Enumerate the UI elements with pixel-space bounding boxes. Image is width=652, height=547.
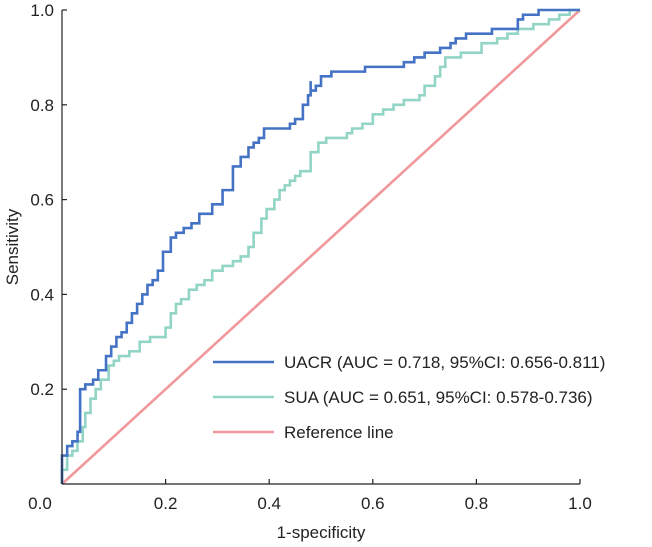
y-tick-label: 0.4 (30, 285, 54, 304)
legend-label-sua: SUA (AUC = 0.651, 95%CI: 0.578-0.736) (284, 388, 593, 407)
plot-area (60, 8, 581, 485)
y-tick-label: 0.8 (30, 96, 54, 115)
x-ticks: 0.0 0.2 0.4 0.6 0.8 1.0 (28, 479, 592, 513)
y-tick-label: 0.2 (30, 380, 54, 399)
reference-line (61, 9, 581, 485)
x-tick-label: 0.6 (361, 494, 385, 513)
x-axis-title: 1-specificity (277, 523, 366, 542)
y-ticks: 0.2 0.4 0.6 0.8 1.0 (30, 1, 67, 399)
x-tick-label: 0.8 (465, 494, 489, 513)
x-tick-label: 0.0 (28, 494, 52, 513)
legend-label-uacr: UACR (AUC = 0.718, 95%CI: 0.656-0.811) (284, 353, 605, 372)
y-axis-title: Sensitivity (3, 208, 22, 285)
sua-curve (60, 8, 580, 484)
axes (61, 10, 580, 485)
x-tick-label: 0.4 (257, 494, 281, 513)
x-tick-label: 1.0 (568, 494, 592, 513)
uacr-curve (60, 8, 580, 484)
x-tick-label: 0.2 (154, 494, 178, 513)
y-tick-label: 1.0 (30, 1, 54, 20)
legend: UACR (AUC = 0.718, 95%CI: 0.656-0.811) S… (213, 353, 605, 442)
legend-label-reference: Reference line (284, 423, 394, 442)
y-tick-label: 0.6 (30, 191, 54, 210)
